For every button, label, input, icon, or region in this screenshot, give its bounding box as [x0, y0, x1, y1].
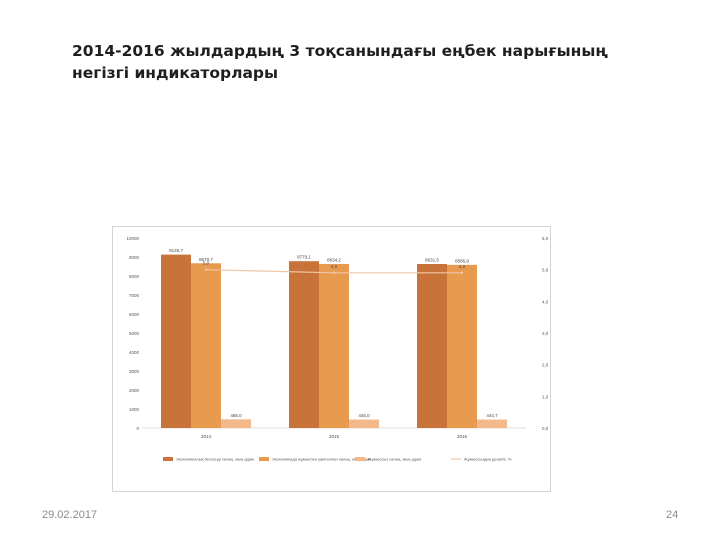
rate-point: [204, 268, 208, 271]
rate-point: [460, 271, 464, 275]
left-tick-label: 7000: [129, 293, 140, 298]
left-tick-label: 3000: [129, 369, 140, 374]
left-tick-label: 5000: [129, 331, 140, 336]
rate-point: [332, 271, 336, 275]
bar: [221, 419, 251, 428]
category-label: 2016: [457, 434, 468, 439]
bar: [477, 419, 507, 428]
line-layer: [204, 268, 464, 275]
bar: [447, 264, 477, 428]
right-tick-label: 5,0: [542, 268, 549, 273]
bar-data-label: 8634,2: [327, 257, 341, 262]
bar-data-label: 444,7: [486, 413, 498, 418]
legend-label: Жұмыссыз халық, мың адам: [368, 457, 421, 462]
right-axis-ticks: 0,0 1,0 2,0 3,0 4,0 5,0 6,0: [542, 236, 549, 431]
right-tick-label: 4,0: [542, 299, 549, 304]
legend-swatch: [163, 457, 173, 461]
slide-date: 29.02.2017: [42, 509, 98, 521]
bar-data-label: 8586,8: [455, 258, 469, 263]
category-labels: 2014 2015 2016: [201, 434, 468, 439]
data-labels-layer: 9126,7 8670,7 456,0 8779,1 8634,2 445,0 8631,5…: [169, 248, 498, 418]
category-label: 2015: [329, 434, 340, 439]
chart-legend: Экономикалық белсенді халық, мың адам Эко…: [163, 457, 512, 462]
slide-page-number: 24: [666, 509, 679, 521]
right-tick-label: 1,0: [542, 394, 549, 399]
left-tick-label: 4000: [129, 350, 140, 355]
bar-data-label: 9126,7: [169, 248, 183, 253]
legend-label: Экономикалық белсенді халық, мың адам: [176, 457, 254, 462]
bar-data-label: 456,0: [230, 413, 242, 418]
rate-data-label: 4,9: [331, 264, 338, 269]
slide-title: 2014-2016 жылдардың 3 тоқсанындағы еңбек…: [72, 42, 608, 82]
rate-data-label: 4,9: [459, 264, 466, 269]
left-tick-label: 10000: [126, 236, 139, 241]
bar: [191, 263, 221, 428]
bar-data-label: 8670,7: [199, 257, 213, 262]
left-axis-ticks: 0 1000 2000 3000 4000 5000 6000 7000 8000 9000 100…: [126, 236, 139, 431]
labour-market-chart: 0 1000 2000 3000 4000 5000 6000 7000 8000 9000 100…: [126, 236, 549, 462]
bar-data-label: 8779,1: [297, 255, 311, 260]
right-tick-label: 0,0: [542, 426, 549, 431]
bar-data-label: 8631,5: [425, 258, 439, 263]
left-tick-label: 0: [136, 426, 139, 431]
legend-swatch: [355, 457, 365, 461]
bar: [161, 254, 191, 428]
bar: [349, 419, 379, 428]
left-tick-label: 1000: [129, 407, 140, 412]
bar: [289, 261, 319, 428]
left-tick-label: 9000: [129, 255, 140, 260]
bar-data-label: 445,0: [358, 413, 370, 418]
right-tick-label: 6,0: [542, 236, 549, 241]
chart-frame: 0 1000 2000 3000 4000 5000 6000 7000 8000 9000 100…: [112, 226, 551, 492]
legend-label: Жұмыссыздық деңгейі, %: [464, 457, 512, 462]
left-tick-label: 2000: [129, 388, 140, 393]
left-tick-label: 8000: [129, 274, 140, 279]
rate-data-label: 5,0: [203, 261, 210, 266]
bar: [319, 263, 349, 428]
left-tick-label: 6000: [129, 312, 140, 317]
legend-swatch: [259, 457, 269, 461]
bar: [417, 264, 447, 428]
right-tick-label: 3,0: [542, 331, 549, 336]
bars-layer: [142, 254, 526, 429]
right-tick-label: 2,0: [542, 363, 549, 368]
category-label: 2014: [201, 434, 212, 439]
legend-label: Экономикада жұмыспен қамтылған халық, мы…: [272, 457, 371, 462]
